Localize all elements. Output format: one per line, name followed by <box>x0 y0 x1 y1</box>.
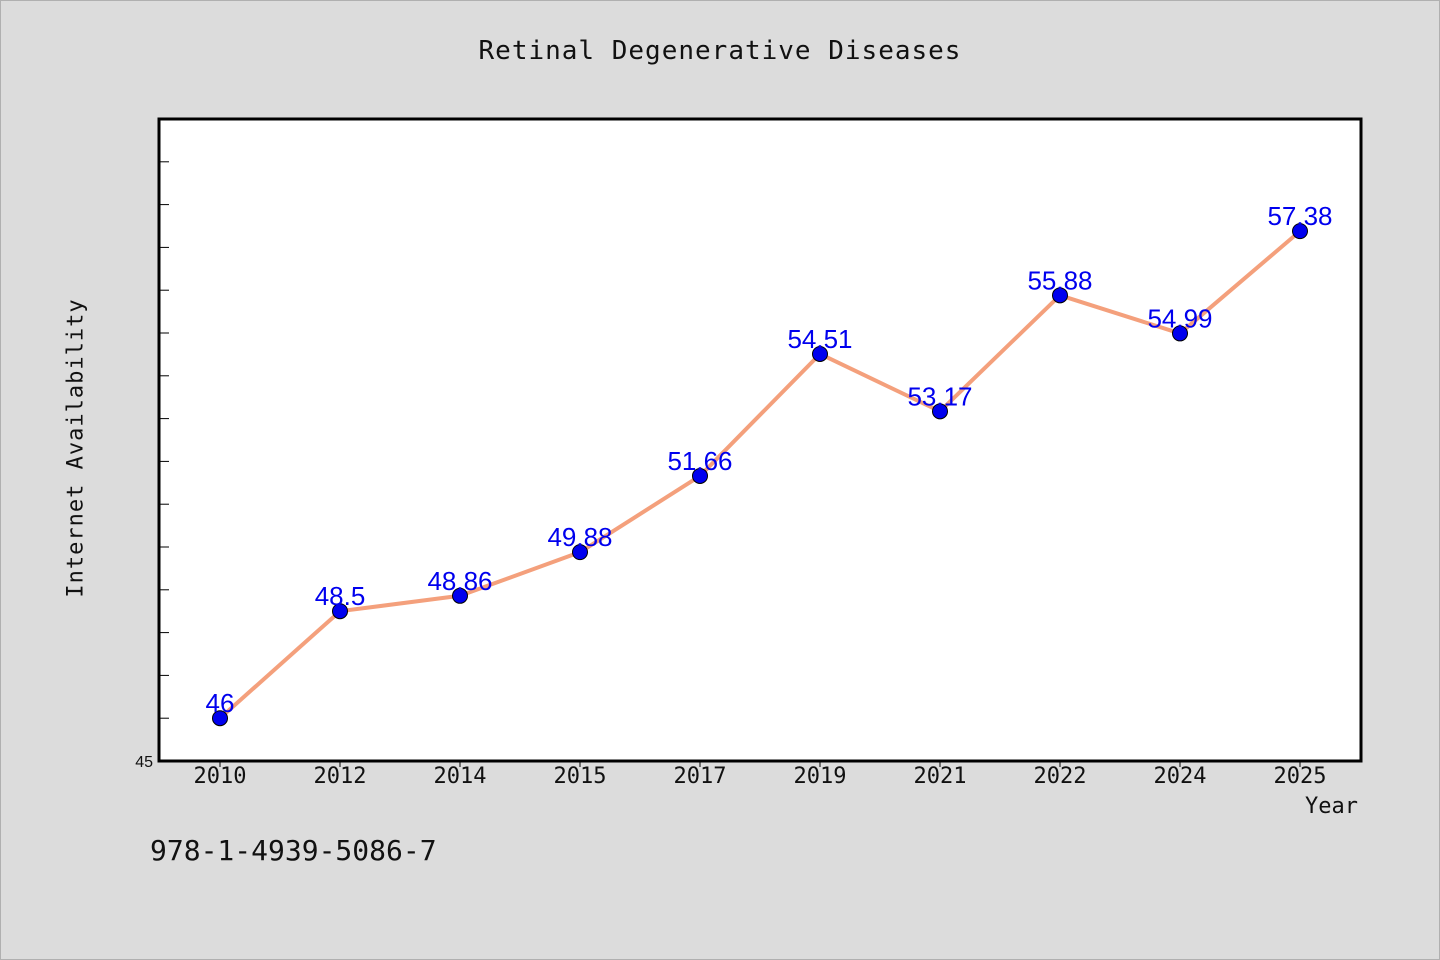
data-label: 54.51 <box>787 324 852 354</box>
data-point <box>572 544 588 561</box>
x-tick-label: 2021 <box>914 764 967 789</box>
x-axis-label: Year <box>1305 794 1358 819</box>
data-point <box>332 603 348 620</box>
plot-area <box>157 117 1363 763</box>
data-label: 51.66 <box>667 446 732 476</box>
x-tick-label: 2022 <box>1034 764 1087 789</box>
data-point <box>212 710 228 727</box>
data-point <box>1292 223 1308 240</box>
isbn-code: 978-1-4939-5086-7 <box>150 834 437 867</box>
x-tick-label: 2015 <box>554 764 607 789</box>
x-tick-label: 2014 <box>434 764 487 789</box>
data-label: 54.99 <box>1147 303 1212 333</box>
x-tick-label: 2017 <box>674 764 727 789</box>
data-point <box>1052 287 1068 304</box>
data-label: 46 <box>206 688 235 718</box>
x-tick-label: 2010 <box>194 764 247 789</box>
y-tick-label: 45 <box>135 754 153 771</box>
data-label: 55.88 <box>1027 265 1092 295</box>
y-axis-ticks: 45 <box>135 161 169 771</box>
x-tick-label: 2025 <box>1274 764 1327 789</box>
series-line <box>218 229 1302 721</box>
data-point <box>452 587 468 604</box>
x-tick-label: 2019 <box>794 764 847 789</box>
data-label: 49.88 <box>547 522 612 552</box>
data-point <box>692 467 708 484</box>
series-group: 46 48.5 48.86 49.88 51.66 54.51 53.17 55.88 54.9… <box>206 201 1333 727</box>
x-tick-label: 2024 <box>1154 764 1207 789</box>
x-axis-ticks: 2010 2012 2014 2015 2017 2019 2021 2022 2024 2025 <box>194 761 1327 789</box>
chart-title: Retinal Degenerative Diseases <box>478 36 962 66</box>
data-point <box>1172 325 1188 342</box>
data-point <box>812 345 828 362</box>
data-label: 48.5 <box>315 581 366 611</box>
data-label: 48.86 <box>427 566 492 596</box>
data-point <box>932 403 948 420</box>
data-label: 57.38 <box>1267 201 1332 231</box>
x-tick-label: 2012 <box>314 764 367 789</box>
data-label: 53.17 <box>907 381 972 411</box>
